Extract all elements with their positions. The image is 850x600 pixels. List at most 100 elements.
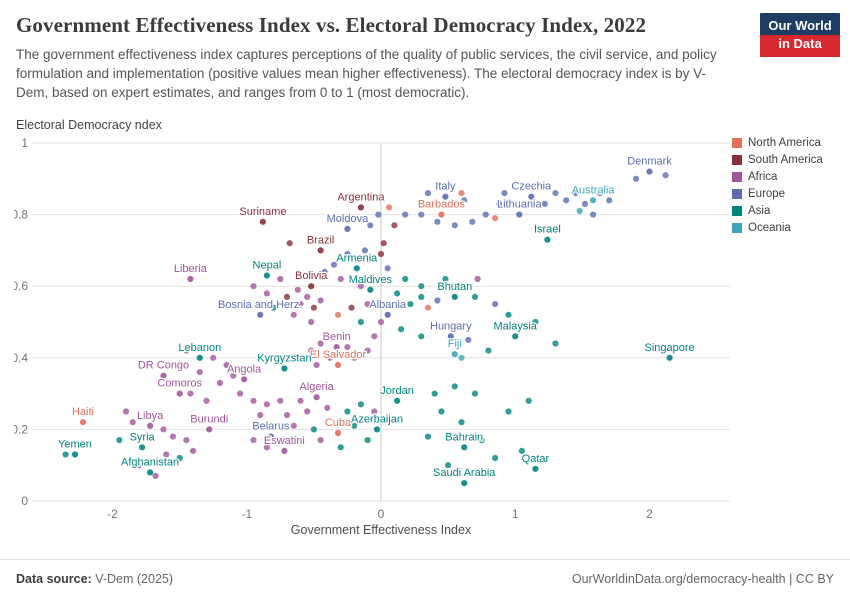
legend-item-north-america[interactable]: North America — [732, 137, 844, 149]
data-point[interactable] — [277, 398, 284, 405]
data-point[interactable] — [71, 451, 79, 459]
data-point[interactable] — [434, 297, 441, 305]
data-point[interactable] — [496, 201, 503, 208]
data-point[interactable] — [407, 301, 414, 308]
country-label[interactable]: Comoros — [156, 377, 204, 392]
data-point[interactable] — [451, 383, 458, 390]
country-label[interactable]: Fiji — [447, 337, 464, 352]
data-point[interactable] — [451, 351, 458, 358]
country-label[interactable]: Brazil — [306, 234, 336, 249]
data-point[interactable] — [203, 398, 210, 405]
data-point[interactable] — [277, 276, 284, 283]
country-label[interactable]: Bolivia — [294, 269, 330, 284]
data-point[interactable] — [334, 430, 342, 437]
country-label[interactable]: Azerbaijan — [350, 413, 404, 428]
data-point[interactable] — [445, 462, 452, 469]
country-label[interactable]: Lebanon — [177, 341, 222, 356]
data-point[interactable] — [160, 373, 167, 380]
data-point[interactable] — [442, 276, 449, 283]
data-point[interactable] — [351, 423, 358, 430]
data-point[interactable] — [294, 287, 301, 294]
data-point[interactable] — [297, 398, 304, 405]
country-label[interactable]: Barbados — [417, 198, 467, 213]
data-point[interactable] — [371, 333, 378, 340]
country-label[interactable]: Algeria — [298, 380, 336, 395]
data-point[interactable] — [79, 419, 87, 426]
data-point[interactable] — [371, 276, 378, 283]
data-point[interactable] — [532, 466, 539, 473]
country-label[interactable]: Armenia — [335, 252, 379, 266]
data-point[interactable] — [532, 183, 539, 190]
data-point[interactable] — [116, 437, 123, 444]
data-point[interactable] — [541, 201, 548, 208]
data-point[interactable] — [458, 190, 465, 197]
country-label[interactable]: Suriname — [238, 205, 288, 220]
data-point[interactable] — [438, 211, 445, 219]
data-point[interactable] — [344, 408, 351, 416]
data-point[interactable] — [384, 312, 391, 319]
data-point[interactable] — [187, 276, 194, 283]
data-point[interactable] — [122, 408, 130, 416]
data-point[interactable] — [216, 380, 223, 387]
data-point[interactable] — [330, 262, 338, 269]
data-point[interactable] — [501, 190, 508, 197]
data-point[interactable] — [263, 272, 270, 280]
country-label[interactable]: Jordan — [379, 384, 415, 399]
data-point[interactable] — [364, 437, 371, 444]
data-point[interactable] — [469, 219, 476, 226]
country-label[interactable]: Malaysia — [492, 320, 539, 335]
data-point[interactable] — [451, 294, 458, 301]
country-label[interactable]: Bosnia and Herz. — [217, 298, 304, 313]
data-point[interactable] — [152, 473, 159, 480]
data-point[interactable] — [190, 448, 197, 455]
data-point[interactable] — [310, 305, 317, 312]
data-point[interactable] — [263, 401, 270, 408]
data-point[interactable] — [402, 276, 409, 283]
country-label[interactable]: Cuba — [324, 416, 354, 431]
data-point[interactable] — [281, 448, 288, 455]
country-label[interactable]: Burundi — [189, 413, 229, 428]
data-point[interactable] — [357, 283, 364, 290]
data-point[interactable] — [263, 290, 270, 297]
data-point[interactable] — [442, 194, 449, 201]
data-point[interactable] — [418, 294, 425, 301]
data-point[interactable] — [344, 344, 351, 351]
legend-item-europe[interactable]: Europe — [732, 188, 844, 200]
data-point[interactable] — [129, 419, 136, 426]
data-point[interactable] — [386, 204, 393, 211]
data-point[interactable] — [250, 283, 257, 290]
country-label[interactable]: Angola — [226, 363, 264, 378]
country-label[interactable]: El Salvador — [309, 348, 368, 363]
data-point[interactable] — [334, 362, 342, 369]
data-point[interactable] — [230, 373, 237, 380]
data-point[interactable] — [357, 319, 364, 326]
data-point[interactable] — [434, 219, 441, 226]
data-point[interactable] — [492, 455, 499, 462]
data-point[interactable] — [257, 312, 264, 319]
data-point[interactable] — [313, 362, 320, 369]
data-point[interactable] — [237, 390, 244, 398]
data-point[interactable] — [326, 355, 334, 362]
data-point[interactable] — [308, 347, 315, 355]
country-label[interactable]: Lithuania — [496, 198, 544, 213]
data-point[interactable] — [528, 194, 535, 201]
data-point[interactable] — [357, 204, 364, 211]
country-label[interactable]: Singapore — [643, 341, 696, 356]
data-point[interactable] — [241, 376, 248, 383]
country-label[interactable]: Qatar — [520, 452, 550, 467]
country-label[interactable]: Albania — [368, 298, 408, 313]
data-point[interactable] — [344, 226, 351, 233]
data-point[interactable] — [139, 444, 146, 451]
data-point[interactable] — [304, 294, 311, 301]
data-point[interactable] — [308, 319, 315, 326]
data-point[interactable] — [290, 312, 297, 319]
data-point[interactable] — [377, 251, 385, 258]
data-point[interactable] — [563, 197, 570, 204]
data-point[interactable] — [364, 301, 371, 308]
data-point[interactable] — [283, 294, 291, 301]
country-label[interactable]: Benin — [321, 330, 352, 345]
data-point[interactable] — [317, 247, 324, 254]
country-label[interactable]: Czechia — [510, 180, 553, 195]
data-point[interactable] — [324, 405, 331, 412]
data-point[interactable] — [471, 390, 479, 398]
